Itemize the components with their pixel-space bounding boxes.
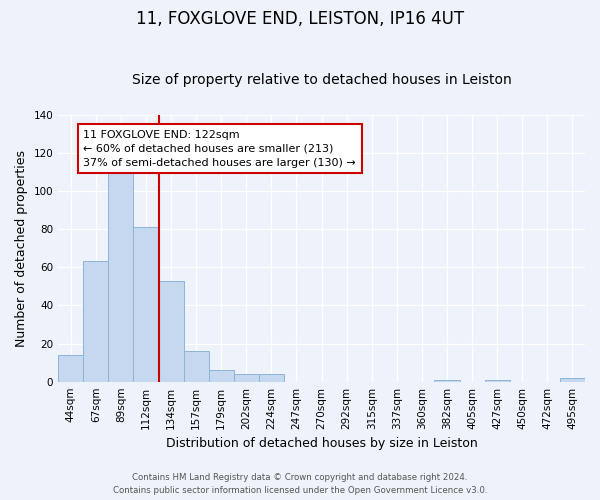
Text: 11 FOXGLOVE END: 122sqm
← 60% of detached houses are smaller (213)
37% of semi-d: 11 FOXGLOVE END: 122sqm ← 60% of detache… [83, 130, 356, 168]
Bar [83, 262, 109, 382]
Y-axis label: Number of detached properties: Number of detached properties [15, 150, 28, 346]
Bar [133, 227, 158, 382]
Title: Size of property relative to detached houses in Leiston: Size of property relative to detached ho… [132, 73, 511, 87]
Bar [58, 355, 83, 382]
Bar [184, 351, 209, 382]
X-axis label: Distribution of detached houses by size in Leiston: Distribution of detached houses by size … [166, 437, 478, 450]
Bar [434, 380, 460, 382]
Bar [158, 280, 184, 382]
Text: Contains HM Land Registry data © Crown copyright and database right 2024.
Contai: Contains HM Land Registry data © Crown c… [113, 474, 487, 495]
Bar [485, 380, 510, 382]
Bar [560, 378, 585, 382]
Bar [209, 370, 234, 382]
Text: 11, FOXGLOVE END, LEISTON, IP16 4UT: 11, FOXGLOVE END, LEISTON, IP16 4UT [136, 10, 464, 28]
Bar [109, 170, 133, 382]
Bar [234, 374, 259, 382]
Bar [259, 374, 284, 382]
